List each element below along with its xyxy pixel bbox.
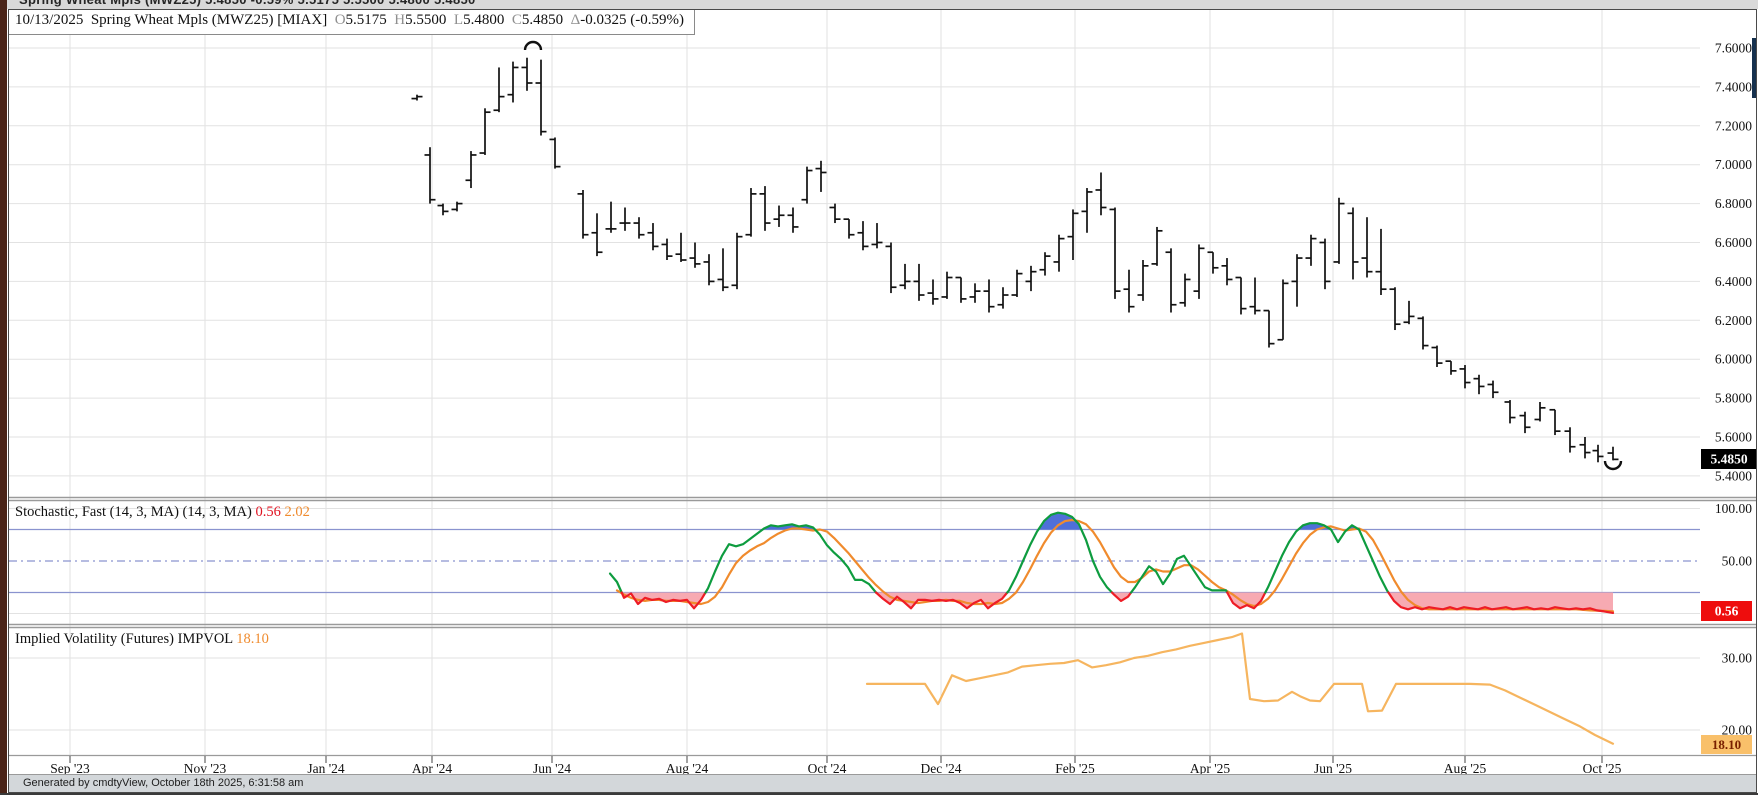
last-price-box — [1701, 449, 1756, 469]
svg-text:7.0000: 7.0000 — [1715, 157, 1752, 172]
generated-by-text: Generated by cmdtyView, October 18th 202… — [23, 777, 304, 789]
panel-separators — [9, 496, 1756, 757]
svg-text:5.4850: 5.4850 — [1710, 452, 1747, 467]
svg-text:100.00: 100.00 — [1715, 501, 1752, 516]
quote-title: Spring Wheat Mpls (MWZ25) [MIAX] — [90, 12, 328, 28]
stochastic-k-line — [608, 511, 1615, 615]
clipped-title-text: Spring Wheat Mpls (MWZ25) 5.4850 -0.59% … — [19, 0, 476, 7]
svg-text:Apr '24: Apr '24 — [412, 761, 453, 776]
open-label: O — [334, 12, 346, 28]
delta-icon: Δ — [570, 12, 581, 28]
stochastic-study-name: Stochastic, Fast (14, 3, MA) (14, 3, MA) — [15, 504, 252, 520]
svg-text:Jan '24: Jan '24 — [307, 761, 345, 776]
price-axis-labels: 7.6000 7.4000 7.2000 7.0000 6.8000 6.6000 6.40… — [1715, 41, 1752, 484]
low-label: L — [453, 12, 464, 28]
high-label: H — [394, 12, 406, 28]
svg-text:Jun '24: Jun '24 — [533, 761, 571, 776]
svg-text:Jun '25: Jun '25 — [1314, 761, 1352, 776]
svg-text:6.6000: 6.6000 — [1715, 235, 1752, 250]
status-bar: Generated by cmdtyView, October 18th 202… — [9, 774, 1756, 792]
chart-frame: 10/13/2025 Spring Wheat Mpls (MWZ25) [MI… — [8, 9, 1757, 793]
delta-value: -0.0325 (-0.59%) — [580, 12, 684, 28]
impvol-scaffolding: 30.00 20.00 — [9, 651, 1752, 738]
window-edge-strip — [0, 0, 7, 795]
contract-high-arc-icon — [523, 40, 543, 51]
svg-text:6.2000: 6.2000 — [1715, 313, 1752, 328]
svg-text:Nov '23: Nov '23 — [184, 761, 227, 776]
svg-text:6.8000: 6.8000 — [1715, 196, 1752, 211]
svg-text:30.00: 30.00 — [1722, 651, 1753, 666]
svg-text:Oct '24: Oct '24 — [808, 761, 847, 776]
chart-plot-area[interactable]: 7.6000 7.4000 7.2000 7.0000 6.8000 6.6000 6.40… — [9, 10, 1756, 792]
window-bottom-border — [0, 793, 1758, 795]
svg-text:50.00: 50.00 — [1722, 554, 1753, 569]
ohlc-bars — [411, 57, 1619, 463]
quote-header: 10/13/2025 Spring Wheat Mpls (MWZ25) [MI… — [9, 10, 695, 35]
svg-text:5.6000: 5.6000 — [1715, 430, 1752, 445]
price-gridlines — [9, 47, 1700, 477]
stochastic-panel-label: Stochastic, Fast (14, 3, MA) (14, 3, MA)… — [15, 504, 310, 521]
svg-text:Aug '24: Aug '24 — [666, 761, 709, 776]
impvol-value: 18.10 — [236, 631, 269, 647]
time-axis: Sep '23 Nov '23 Jan '24 Apr '24 Jun '24 Aug '… — [50, 756, 1622, 776]
high-value: 5.5500 — [405, 12, 447, 28]
svg-text:Aug '25: Aug '25 — [1444, 761, 1487, 776]
contract-extreme-markers — [523, 40, 1623, 471]
impvol-last-value-box — [1701, 735, 1752, 754]
svg-text:7.2000: 7.2000 — [1715, 118, 1752, 133]
svg-text:0.56: 0.56 — [1715, 604, 1739, 619]
stochastic-last-value-box — [1701, 601, 1752, 621]
background-window-sliver — [1752, 38, 1756, 98]
clipped-title-bar: Spring Wheat Mpls (MWZ25) 5.4850 -0.59% … — [7, 0, 1758, 9]
svg-text:Dec '24: Dec '24 — [920, 761, 961, 776]
svg-text:7.4000: 7.4000 — [1715, 79, 1752, 94]
low-value: 5.4800 — [463, 12, 505, 28]
impvol-line — [865, 632, 1615, 745]
svg-text:20.00: 20.00 — [1722, 723, 1753, 738]
last-value-boxes: 5.4850 0.56 18.10 — [1701, 449, 1756, 754]
svg-text:6.0000: 6.0000 — [1715, 352, 1752, 367]
svg-text:Oct '25: Oct '25 — [1583, 761, 1622, 776]
svg-text:Feb '25: Feb '25 — [1055, 761, 1095, 776]
stochastic-d-line — [615, 518, 1615, 613]
svg-text:6.4000: 6.4000 — [1715, 274, 1752, 289]
svg-text:5.8000: 5.8000 — [1715, 391, 1752, 406]
svg-text:5.4000: 5.4000 — [1715, 468, 1752, 483]
quote-date: 10/13/2025 — [15, 12, 84, 28]
impvol-panel-label: Implied Volatility (Futures) IMPVOL 18.1… — [15, 631, 269, 648]
stochastic-scaffolding: 100.00 50.00 — [9, 501, 1752, 614]
impvol-study-name: Implied Volatility (Futures) IMPVOL — [15, 631, 233, 647]
close-label: C — [511, 12, 522, 28]
month-gridlines — [69, 10, 1603, 755]
svg-text:7.6000: 7.6000 — [1715, 41, 1752, 56]
svg-text:Apr '25: Apr '25 — [1190, 761, 1231, 776]
stochastic-k-value: 0.56 — [255, 504, 281, 520]
open-value: 5.5175 — [345, 12, 387, 28]
contract-low-arc-icon — [1603, 460, 1623, 471]
svg-text:18.10: 18.10 — [1712, 737, 1741, 752]
stochastic-d-value: 2.02 — [284, 504, 310, 520]
close-value: 5.4850 — [521, 12, 564, 28]
svg-text:Sep '23: Sep '23 — [50, 761, 90, 776]
